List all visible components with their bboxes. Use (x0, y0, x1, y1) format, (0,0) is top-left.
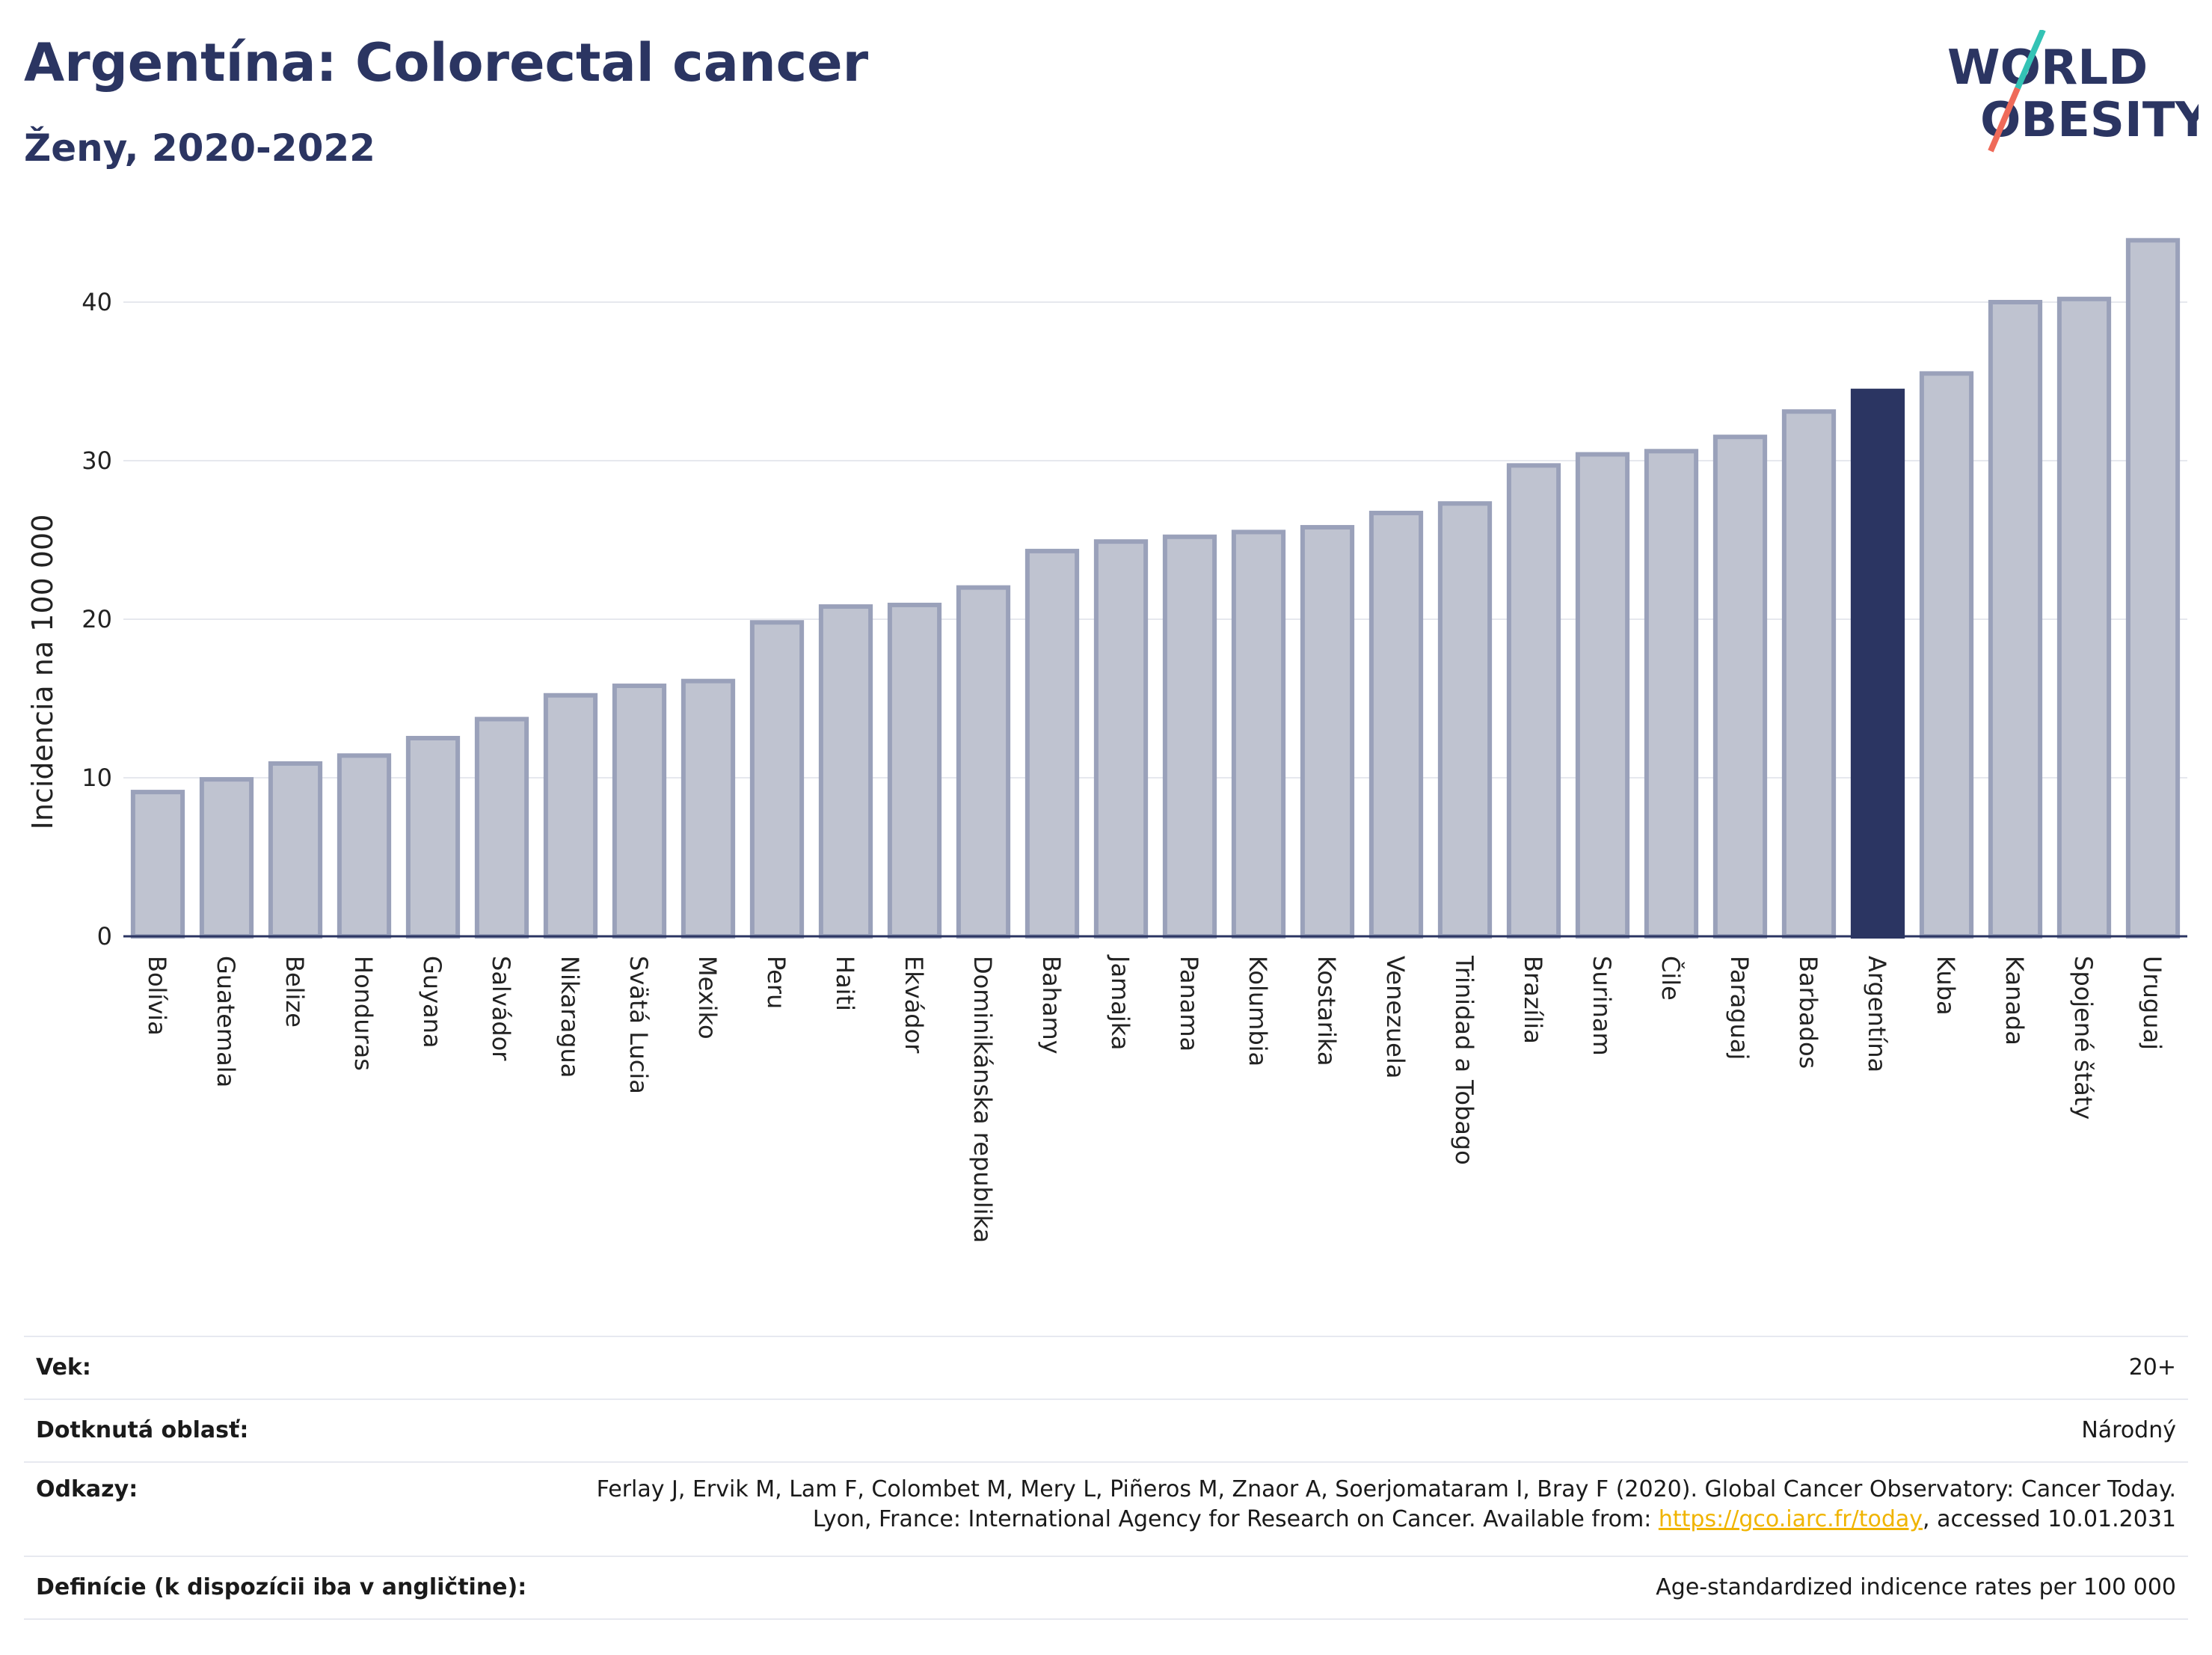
logo-text-obesity: OBESITY (1980, 93, 2199, 148)
x-category-label: Dominikánska republika (968, 956, 997, 1243)
x-category-label: Belize (280, 956, 309, 1028)
info-row-references: Odkazy: Ferlay J, Ervik M, Lam F, Colomb… (24, 1461, 2188, 1556)
definitions-label: Definície (k dispozícii iba v angličtine… (36, 1574, 527, 1600)
x-category-label: Jamajka (1106, 954, 1134, 1050)
x-category-label: Guyana (418, 956, 446, 1048)
bar (749, 620, 805, 939)
x-category-label: Paraguaj (1725, 956, 1754, 1060)
x-category-label: Guatemala (212, 956, 240, 1087)
x-category-label: Brazília (1519, 956, 1547, 1044)
bar (1506, 463, 1561, 939)
bar (1231, 529, 1286, 939)
bar (199, 777, 254, 939)
bar (612, 684, 667, 939)
bar (1644, 449, 1699, 939)
x-category-label: Mexiko (693, 956, 722, 1040)
gridlines (123, 301, 2187, 779)
y-tick-label: 20 (82, 605, 112, 633)
bar (1988, 300, 2043, 939)
x-category-label: Nikaragua (556, 956, 584, 1078)
bar (337, 753, 392, 939)
x-axis-labels: Bolívia Guatemala Belize Honduras Guyana Salv… (143, 954, 2166, 1243)
bar (405, 736, 461, 939)
bar (681, 678, 736, 939)
logo-text-world: WORLD (1947, 40, 2148, 96)
y-tick-label: 40 (82, 288, 112, 316)
bar (2056, 296, 2112, 939)
logo-slash-bottom (1988, 87, 2021, 153)
bar (474, 716, 529, 939)
x-category-label: Kanada (2000, 956, 2029, 1045)
x-category-label: Bolívia (143, 956, 171, 1036)
x-category-label: Panama (1175, 956, 1203, 1051)
y-tick-label: 30 (82, 446, 112, 475)
bar (543, 693, 598, 939)
bar (1919, 371, 1974, 939)
age-label: Vek: (36, 1354, 91, 1381)
x-category-label: Haiti (831, 956, 859, 1011)
area-label: Dotknutá oblasť: (36, 1417, 249, 1443)
references-text: Ferlay J, Ervik M, Lam F, Colombet M, Me… (596, 1476, 2176, 1532)
info-row-definitions: Definície (k dispozícii iba v angličtine… (24, 1556, 2188, 1620)
bar (1437, 501, 1493, 939)
definitions-value: Age-standardized indicence rates per 100… (1656, 1574, 2176, 1600)
x-category-label: Honduras (349, 956, 378, 1071)
y-tick-label: 0 (97, 922, 112, 951)
bar (1712, 435, 1768, 939)
bar-chart: 0 10 20 30 40 Bolívia Guatemala Belize Honduras… (26, 238, 2187, 1243)
y-axis-title: Incidencia na 100 000 (26, 515, 59, 830)
x-category-label: Kolumbia (1244, 956, 1272, 1066)
bar (2125, 238, 2181, 939)
area-value: Národný (2081, 1417, 2176, 1443)
bar (268, 761, 323, 939)
x-category-label: Čile (1656, 956, 1686, 1001)
x-category-label: Uruguaj (2138, 956, 2166, 1050)
references-value: Ferlay J, Ervik M, Lam F, Colombet M, Me… (576, 1463, 2188, 1535)
references-accessed: , accessed 10.01.2031 (1923, 1506, 2176, 1532)
bar (1368, 510, 1424, 939)
bar (956, 585, 1011, 939)
x-category-label: Bahamy (1037, 956, 1066, 1054)
x-category-label: Salvádor (487, 956, 515, 1061)
y-axis-ticks: 0 10 20 30 40 (82, 288, 112, 951)
bar (818, 604, 873, 939)
x-category-label: Ekvádor (900, 956, 928, 1054)
bar (1300, 525, 1355, 939)
x-category-label: Svätá Lucia (624, 956, 653, 1094)
chart-title: Argentína: Colorectal cancer (24, 32, 869, 93)
bar (1093, 539, 1149, 939)
info-row-area: Dotknutá oblasť: Národný (24, 1398, 2188, 1461)
bar (1024, 548, 1080, 939)
bar (130, 790, 185, 939)
x-category-label: Argentína (1863, 956, 1891, 1072)
x-category-label: Spojené štáty (2069, 956, 2098, 1120)
bar (1781, 409, 1837, 939)
bars (130, 238, 2181, 939)
references-label: Odkazy: (36, 1476, 138, 1502)
world-obesity-logo: WORLD OBESITY (1947, 30, 2199, 153)
info-row-age: Vek: 20+ (24, 1336, 2188, 1398)
bar (1162, 534, 1217, 939)
chart-subtitle: Ženy, 2020-2022 (24, 126, 375, 170)
bar (1850, 388, 1905, 939)
x-category-label: Barbados (1794, 956, 1822, 1069)
info-table: Vek: 20+ Dotknutá oblasť: Národný Odkazy… (24, 1336, 2188, 1620)
x-category-label: Kostarika (1312, 956, 1341, 1066)
x-category-label: Venezuela (1381, 956, 1410, 1078)
y-tick-label: 10 (82, 764, 112, 792)
bar (887, 602, 942, 939)
references-link[interactable]: https://gco.iarc.fr/today (1658, 1506, 1923, 1532)
x-category-label: Peru (762, 956, 790, 1009)
x-category-label: Kuba (1932, 956, 1960, 1016)
logo-slash-top (2015, 30, 2046, 90)
bar (1575, 452, 1630, 939)
age-value: 20+ (2128, 1354, 2176, 1381)
x-category-label: Trinidad a Tobago (1450, 955, 1478, 1165)
x-category-label: Surinam (1588, 956, 1616, 1056)
